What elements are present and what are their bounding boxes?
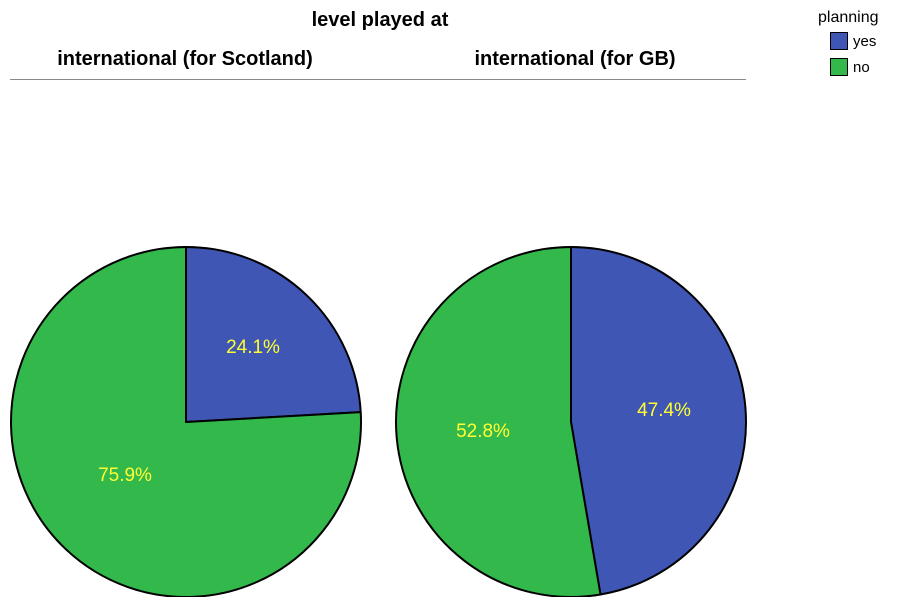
pie-1: 47.4% 52.8% — [395, 246, 747, 597]
legend-item-yes: yes — [830, 28, 900, 54]
pie-1-slice-yes — [570, 246, 747, 596]
pie-1-label-no: 52.8% — [456, 421, 510, 442]
legend-swatch-yes — [830, 32, 848, 50]
pie-1-label-yes: 47.4% — [637, 400, 691, 421]
pie-1-slice-no — [395, 246, 602, 597]
legend-swatch-no — [830, 58, 848, 76]
legend-item-no: no — [830, 54, 900, 80]
pie-0-slice-yes — [185, 246, 362, 423]
legend: planning yes no — [818, 8, 900, 80]
pie-0-label-yes: 24.1% — [226, 337, 280, 358]
pie-0-slice-no — [10, 246, 362, 597]
legend-label-no: no — [853, 58, 870, 76]
pie-0: 24.1% 75.9% — [10, 246, 362, 597]
header-divider — [10, 79, 746, 80]
panel-label-gb: international (for GB) — [474, 48, 676, 70]
pie-0-label-no: 75.9% — [98, 465, 152, 486]
panel-label-scotland: international (for Scotland) — [57, 48, 313, 70]
header-title: level played at — [311, 9, 449, 31]
legend-title: planning — [818, 9, 879, 26]
legend-label-yes: yes — [853, 32, 877, 50]
